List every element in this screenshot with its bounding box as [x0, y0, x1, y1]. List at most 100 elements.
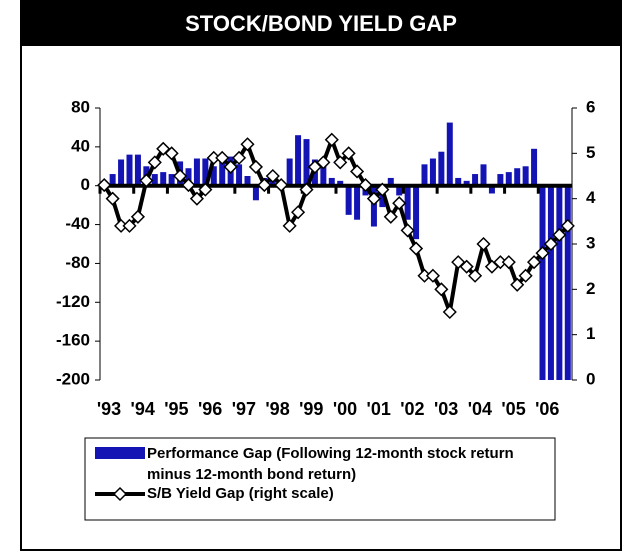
marker: [173, 168, 188, 184]
marker: [392, 196, 407, 211]
bar: [387, 177, 394, 186]
y-tick-label: -40: [65, 214, 90, 233]
y2-tick-label: 3: [586, 233, 595, 252]
marker: [552, 227, 567, 242]
marker: [248, 159, 263, 174]
bar: [556, 185, 563, 380]
bar: [370, 185, 377, 227]
marker: [442, 304, 457, 320]
bar: [295, 135, 302, 186]
marker: [130, 209, 145, 224]
marker: [139, 173, 154, 188]
bar: [396, 185, 403, 196]
legend-swatch: [112, 486, 128, 502]
marker: [409, 241, 424, 256]
legend-swatch: [95, 447, 145, 459]
x-tick-label: '04: [468, 399, 492, 419]
bar: [488, 185, 495, 194]
bar: [429, 158, 436, 186]
header: [21, 1, 621, 46]
marker: [274, 178, 289, 193]
legend-label: S/B Yield Gap (right scale): [147, 485, 334, 502]
marker: [341, 146, 356, 161]
marker: [560, 218, 575, 233]
x-tick-label: '98: [265, 399, 289, 419]
y-tick-label: -120: [56, 292, 90, 311]
bar: [210, 166, 217, 186]
x-tick-label: '95: [164, 399, 188, 419]
marker: [198, 182, 213, 197]
bar: [497, 174, 504, 186]
marker: [181, 178, 196, 193]
y2-tick-label: 4: [586, 188, 596, 207]
y-tick-label: -200: [56, 369, 90, 388]
bar: [522, 166, 529, 186]
legend-box: [84, 437, 556, 521]
bar: [151, 174, 158, 186]
bar: [337, 180, 344, 186]
bar: [320, 166, 327, 186]
x-tick-label: '00: [333, 399, 357, 419]
y-tick-label: -80: [65, 253, 90, 272]
marker: [324, 132, 339, 147]
marker: [223, 159, 238, 174]
marker: [257, 178, 272, 193]
marker: [535, 246, 550, 261]
marker: [282, 218, 297, 233]
marker: [105, 191, 120, 206]
bar: [219, 161, 226, 186]
marker: [97, 178, 112, 193]
marker: [425, 268, 440, 283]
y-tick-label: 0: [81, 175, 90, 194]
y2-tick-label: 1: [586, 324, 595, 343]
y-tick-label: 40: [71, 136, 90, 155]
x-tick-label: '96: [198, 399, 222, 419]
marker: [333, 155, 348, 170]
bar: [413, 185, 420, 240]
x-tick-label: '05: [501, 399, 525, 419]
marker: [299, 182, 314, 197]
bar: [354, 185, 361, 220]
bar: [244, 176, 251, 186]
marker: [215, 150, 230, 165]
bar: [345, 185, 352, 215]
bar: [236, 164, 243, 186]
marker: [189, 191, 204, 206]
bar: [564, 185, 571, 380]
bar: [328, 177, 335, 186]
marker: [232, 150, 247, 165]
marker: [358, 178, 373, 193]
bar: [404, 185, 411, 220]
bar: [134, 154, 141, 186]
bar: [109, 174, 116, 186]
marker: [265, 168, 280, 184]
marker: [434, 282, 449, 297]
bar: [505, 172, 512, 186]
y-tick-label: 80: [71, 97, 90, 116]
marker: [147, 155, 162, 170]
marker: [291, 205, 306, 220]
y2-tick-label: 2: [586, 279, 595, 298]
marker: [527, 255, 542, 270]
x-tick-label: '02: [400, 399, 424, 419]
bar: [202, 158, 209, 186]
marker: [518, 268, 533, 283]
legend-label: Performance Gap (Following 12-month stoc…: [147, 445, 514, 483]
marker: [543, 236, 558, 252]
chart-title: STOCK/BOND YIELD GAP: [185, 11, 457, 36]
bar: [252, 185, 259, 201]
y-tick-label: -160: [56, 331, 90, 350]
marker: [350, 164, 365, 179]
marker: [122, 218, 137, 233]
marker: [468, 268, 483, 283]
bar: [539, 185, 546, 380]
bar: [168, 174, 175, 186]
marker: [510, 277, 525, 292]
bar: [463, 180, 470, 186]
marker: [501, 255, 516, 270]
x-tick-label: '01: [367, 399, 391, 419]
bar: [193, 158, 200, 186]
bar: [118, 159, 125, 186]
